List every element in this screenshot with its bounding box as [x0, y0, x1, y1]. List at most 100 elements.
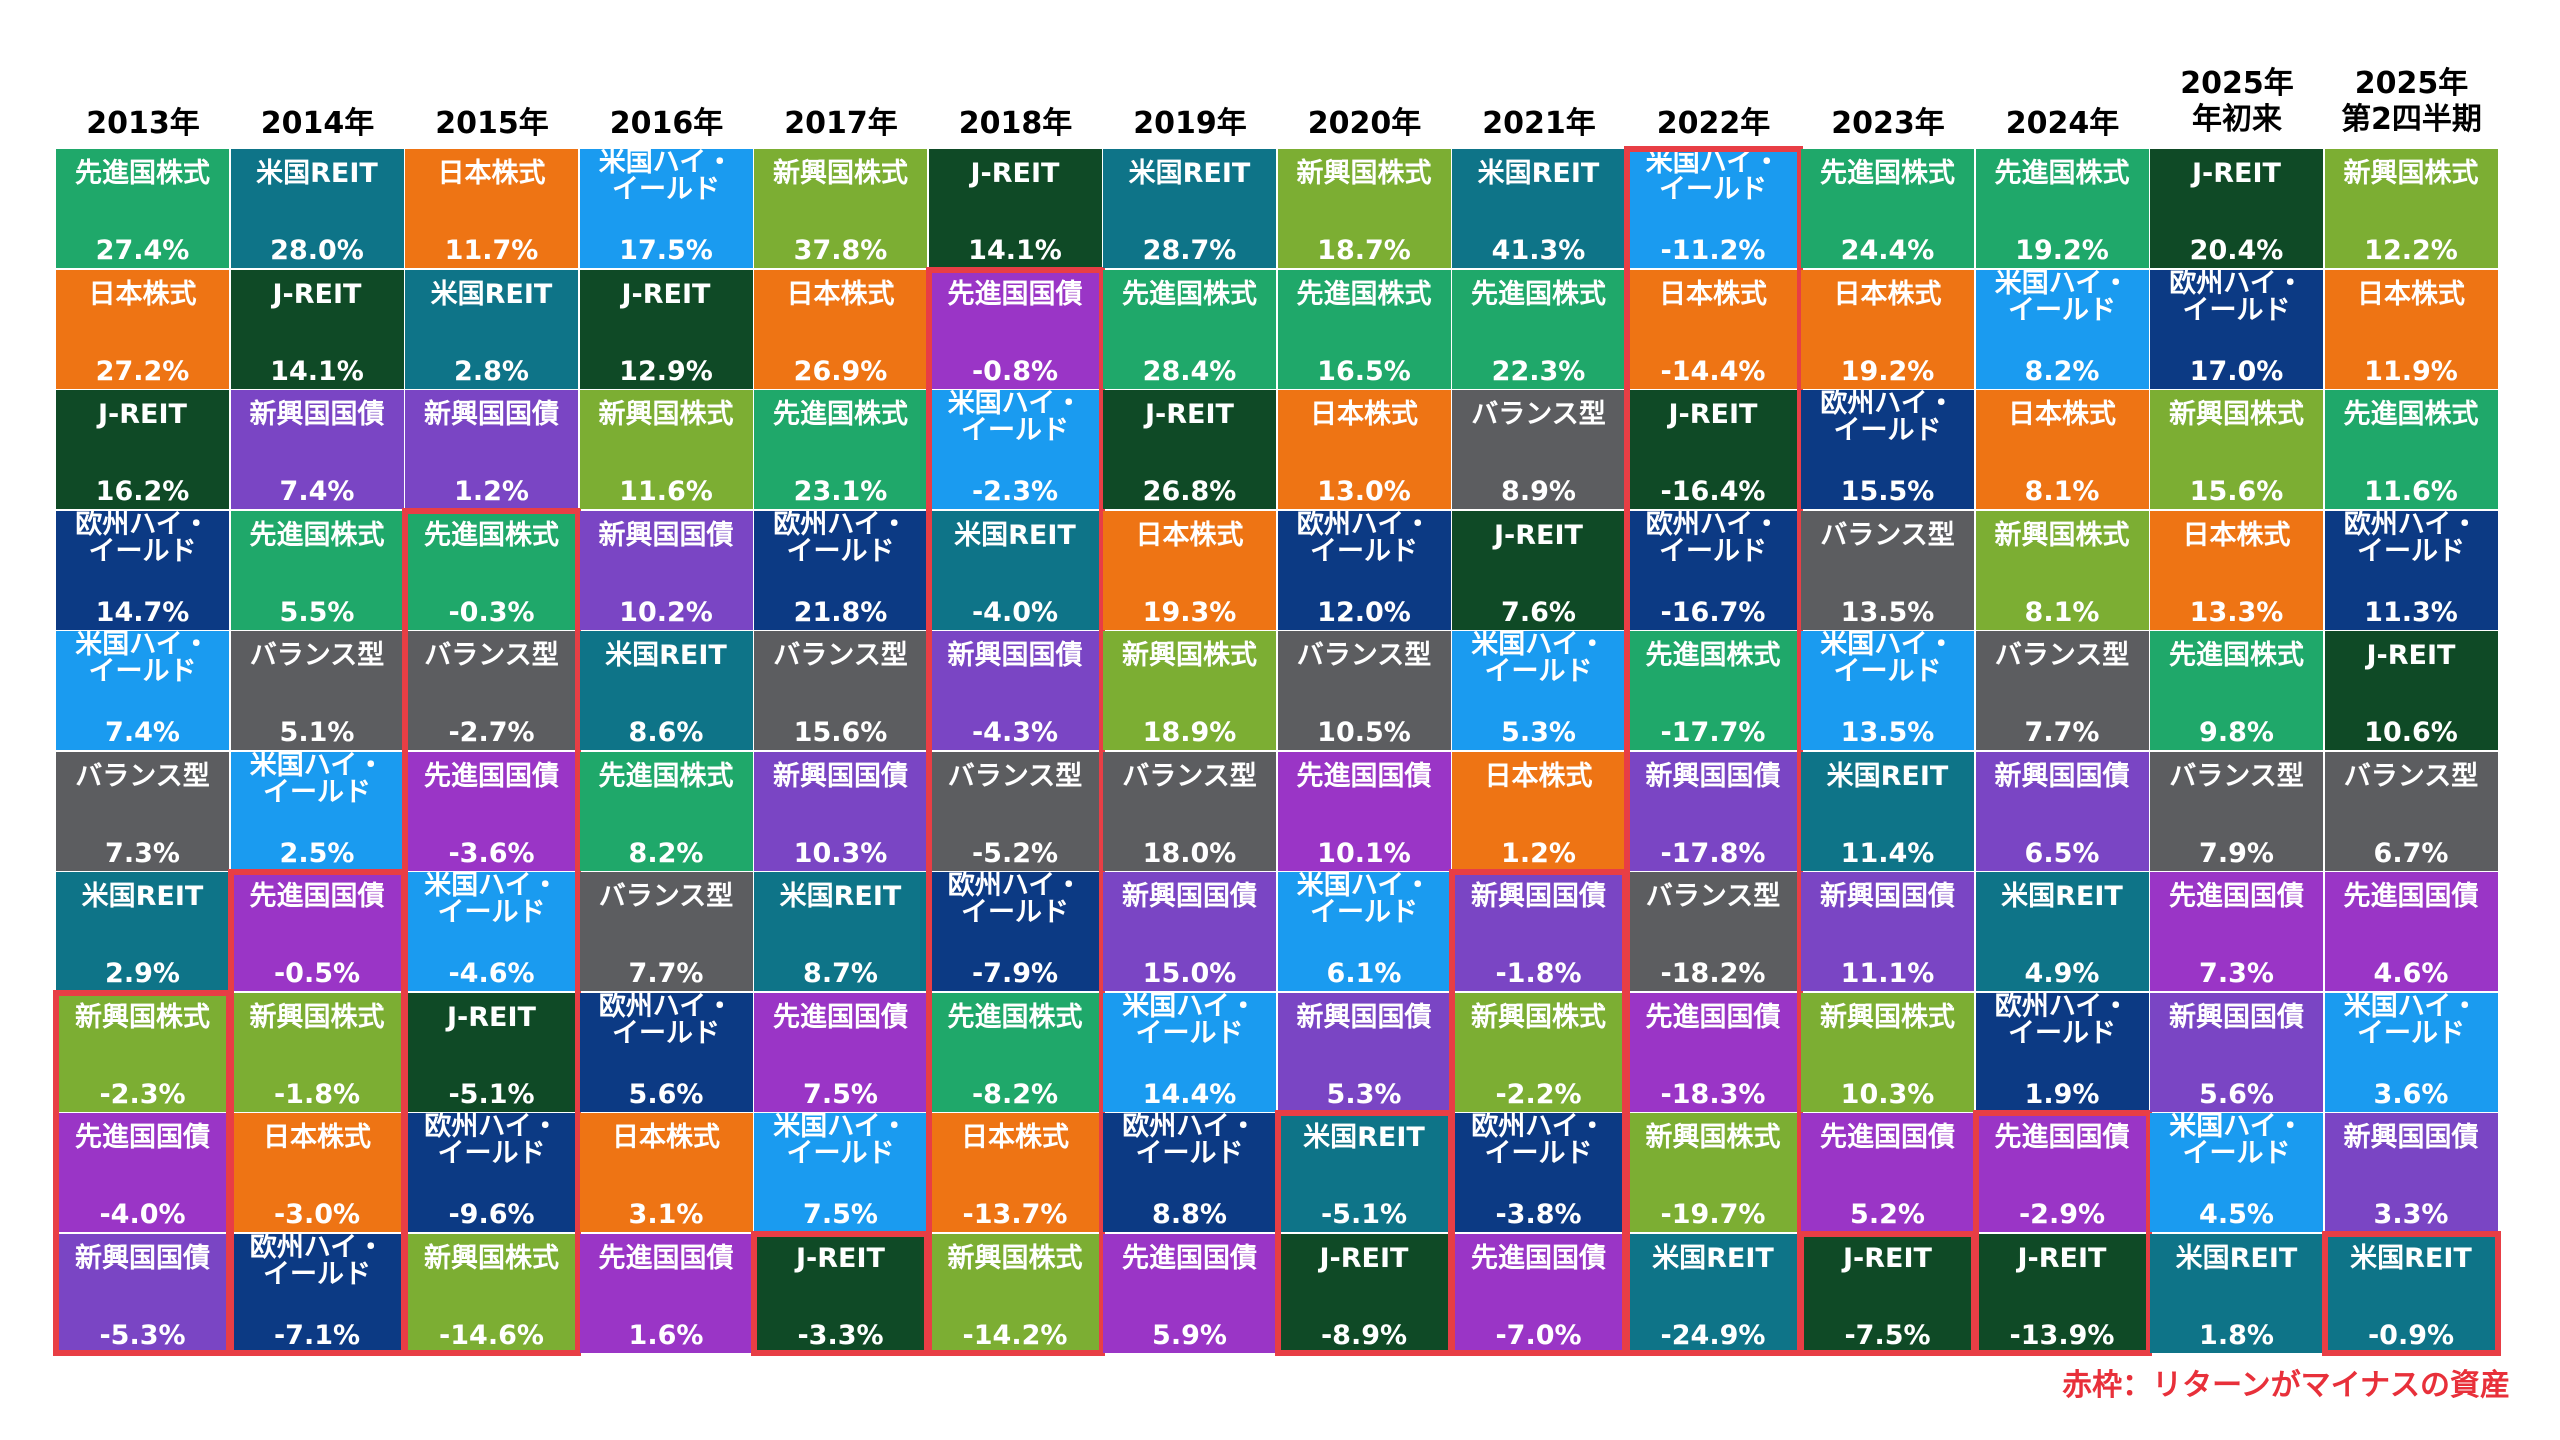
return-value: -0.9% [2367, 1319, 2455, 1351]
return-value: 4.9% [2024, 958, 2100, 989]
return-value: -1.8% [273, 1078, 361, 1110]
asset-name-line: 米国ハイ・ [1820, 631, 1955, 660]
asset-cell: 新興国株式 -2.3% [56, 992, 229, 1112]
asset-name: 米国REIT [1477, 158, 1600, 189]
asset-cell: 米国ハイ・ イールド 7.5% [754, 1113, 927, 1232]
asset-name: 新興国国債 [1122, 881, 1257, 912]
return-value: 2.9% [105, 958, 180, 989]
asset-name: 新興国国債 [1645, 760, 1781, 792]
asset-cell: 先進国国債 7.3% [2150, 872, 2323, 991]
asset-name: 欧州ハイ・ イールド [929, 872, 1102, 926]
asset-name: 新興国国債 [1471, 881, 1606, 912]
return-value: 11.6% [2364, 476, 2458, 507]
year-header: 2024年 [1976, 106, 2150, 142]
return-value: -8.9% [1320, 1319, 1408, 1351]
return-value: 1.9% [2024, 1078, 2100, 1110]
return-value: 6.7% [2373, 837, 2449, 869]
year-label: 年初来 [2192, 102, 2282, 137]
asset-name: 先進国国債 [1994, 1122, 2130, 1153]
asset-name: 新興国株式 [598, 399, 734, 430]
asset-name: バランス型 [2169, 760, 2304, 792]
asset-name-line: イールド [961, 415, 1069, 446]
return-value: 15.0% [1142, 958, 1237, 989]
asset-cell: J-REIT 12.9% [579, 269, 753, 389]
asset-cell: 米国REIT 4.9% [1975, 872, 2149, 991]
return-value: -16.4% [1660, 476, 1766, 507]
asset-name-line: イールド [1310, 535, 1418, 567]
asset-name: 新興国国債 [2343, 1122, 2479, 1153]
return-value: -17.7% [1660, 717, 1766, 748]
asset-name-line: イールド [2008, 1017, 2116, 1049]
asset-cell: 先進国株式 -8.2% [928, 992, 1102, 1112]
asset-cell: 日本株式 19.3% [1103, 510, 1276, 630]
return-value: 17.0% [2189, 355, 2284, 387]
asset-name-line: 米国ハイ・ [1645, 149, 1781, 178]
asset-name: 先進国株式 [1994, 158, 2130, 189]
asset-name: J-REIT [272, 278, 362, 310]
year-label: 2023年 [1831, 106, 1945, 141]
asset-name-line: イールド [1659, 535, 1767, 567]
return-value: 8.9% [1501, 476, 1576, 507]
return-value: 24.4% [1840, 235, 1935, 266]
year-header: 2020年 [1278, 106, 1452, 142]
asset-cell: バランス型 10.5% [1277, 631, 1451, 750]
asset-cell: J-REIT 7.6% [1452, 510, 1625, 630]
asset-name: 欧州ハイ・ イールド [1452, 1113, 1625, 1167]
returns-table: 2013年 先進国株式 27.4% 日本株式 27.2% J-REIT 16.2% 欧州ハイ・… [53, 0, 2506, 1440]
asset-cell: バランス型 15.6% [754, 631, 927, 750]
asset-name: 先進国株式 [424, 519, 559, 551]
return-value: -2.9% [2018, 1199, 2106, 1230]
asset-cell: 先進国株式 27.4% [56, 149, 229, 268]
return-value: 7.7% [2024, 717, 2100, 748]
asset-cell: 新興国国債 5.6% [2150, 992, 2323, 1112]
asset-cell: バランス型 7.7% [579, 872, 753, 991]
asset-name: 先進国国債 [1645, 1001, 1781, 1033]
asset-cell: 新興国株式 10.3% [1801, 992, 1974, 1112]
asset-cell: 欧州ハイ・ イールド 8.8% [1103, 1113, 1276, 1232]
asset-name: 先進国株式 [249, 519, 385, 551]
asset-cell: 先進国国債 5.2% [1801, 1113, 1974, 1232]
return-value: 3.6% [2373, 1078, 2449, 1110]
asset-name-line: 米国ハイ・ [249, 751, 385, 781]
return-value: 28.4% [1142, 355, 1237, 387]
return-value: 26.9% [793, 355, 888, 387]
return-value: 28.0% [270, 235, 364, 266]
asset-cell: 先進国株式 11.6% [2324, 390, 2498, 509]
asset-name-line: イールド [612, 1017, 720, 1049]
return-value: 6.5% [2024, 837, 2100, 869]
return-value: -18.3% [1660, 1078, 1766, 1110]
return-value: 13.0% [1317, 476, 1411, 507]
year-header: 2023年 [1801, 106, 1975, 142]
asset-cell: 先進国国債 -2.9% [1975, 1113, 2149, 1232]
return-value: 5.6% [2199, 1078, 2274, 1110]
asset-name: 先進国株式 [1122, 278, 1257, 310]
asset-name: 米国ハイ・ イールド [56, 631, 229, 685]
asset-cell: 米国ハイ・ イールド 4.5% [2150, 1113, 2323, 1232]
asset-name: J-REIT [1494, 519, 1583, 551]
asset-cell: 先進国国債 -0.8% [928, 269, 1102, 389]
asset-name: 新興国株式 [249, 1001, 385, 1033]
asset-name: バランス型 [1122, 760, 1257, 792]
return-value: -8.2% [971, 1078, 1059, 1110]
asset-name: 欧州ハイ・ イールド [580, 993, 753, 1047]
asset-cell: 先進国株式 23.1% [754, 390, 927, 509]
return-value: 4.5% [2199, 1199, 2274, 1230]
return-value: 21.8% [793, 596, 888, 628]
asset-name: 先進国国債 [773, 1001, 908, 1033]
asset-cell: 欧州ハイ・ イールド 21.8% [754, 510, 927, 630]
return-value: 19.3% [1142, 596, 1237, 628]
asset-cell: 新興国国債 10.2% [579, 510, 753, 630]
asset-name-line: 米国ハイ・ [947, 390, 1083, 419]
asset-name-line: 欧州ハイ・ [75, 510, 210, 540]
return-value: -0.8% [971, 355, 1059, 387]
asset-cell: 米国ハイ・ イールド 7.4% [56, 631, 229, 750]
asset-cell: 先進国株式 -17.7% [1626, 631, 1800, 750]
asset-name: バランス型 [75, 760, 210, 792]
asset-name: J-REIT [621, 278, 711, 310]
return-value: -7.9% [971, 958, 1059, 989]
asset-cell: 日本株式 -13.7% [928, 1113, 1102, 1232]
asset-name: 先進国国債 [598, 1242, 734, 1274]
asset-name-line: イールド [961, 897, 1069, 928]
return-value: 41.3% [1491, 235, 1586, 266]
asset-name: 欧州ハイ・ イールド [56, 511, 229, 565]
